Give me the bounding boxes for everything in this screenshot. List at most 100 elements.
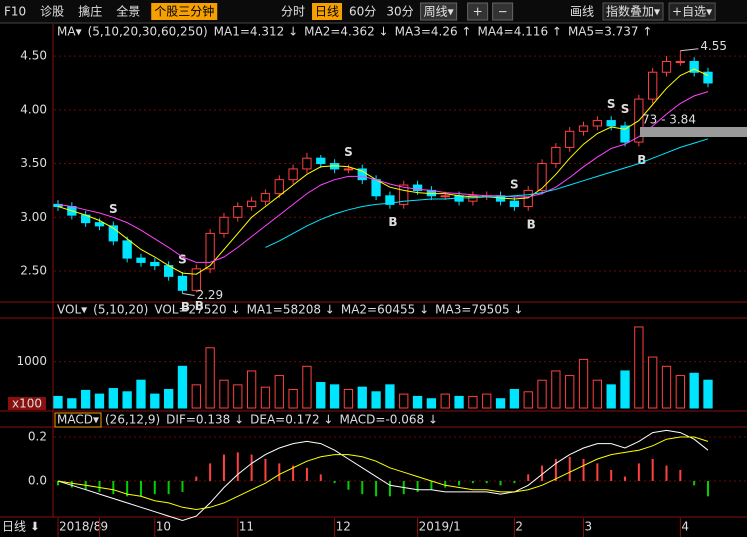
volume-bar [219, 379, 229, 409]
volume-bar [620, 370, 630, 409]
volume-bar [302, 365, 312, 409]
signal-sell: S [510, 177, 519, 191]
volume-bar [233, 384, 243, 409]
candle-body [302, 157, 312, 170]
x-tick-label: 9 [100, 520, 108, 534]
legend-entry: MA2=4.362 ↓ [304, 25, 388, 39]
x-tick-label: 2 [515, 520, 523, 534]
legend-title-box[interactable] [54, 412, 102, 428]
candle-body [177, 275, 188, 291]
volume-bar [150, 393, 160, 409]
y-tick-label: 1000 [16, 354, 47, 368]
dropdown-box[interactable] [668, 2, 716, 21]
dropdown-box[interactable] [602, 2, 664, 21]
period-active[interactable] [312, 3, 343, 20]
signal-buy: B [637, 153, 646, 167]
legend-title: MA▾ [57, 25, 82, 39]
volume-bar [606, 384, 616, 409]
volume-bar [592, 379, 603, 409]
candle-body [509, 200, 520, 208]
legend-entry: MA2=60455 ↓ [341, 303, 429, 317]
toolbar-button[interactable]: F10 [4, 5, 26, 19]
low-pointer [182, 293, 195, 297]
volume-bar [53, 395, 63, 409]
indicator-line [57, 91, 709, 263]
legend-entry: DEA=0.172 ↓ [250, 413, 333, 427]
legend-entry: MA1=4.312 ↓ [214, 25, 298, 39]
legend-params: (5,10,20) [93, 303, 148, 317]
candle-body [94, 222, 105, 227]
zoom-button[interactable]: − [498, 5, 508, 19]
legend-entry: MA1=58208 ↓ [247, 303, 335, 317]
y-tick-label: 2.50 [20, 263, 47, 277]
x-tick-label: 4 [681, 520, 689, 534]
volume-bar [136, 379, 146, 409]
x-tick-label: 12 [336, 520, 351, 534]
period-button[interactable]: 日线 [315, 5, 339, 19]
volume-bar [578, 358, 589, 409]
candle-body [288, 168, 298, 181]
volume-bar [316, 382, 326, 409]
zoom-button[interactable]: + [473, 5, 483, 19]
volume-bar [81, 389, 91, 409]
candle-body [592, 120, 603, 127]
x-tick-label: 11 [239, 520, 254, 534]
candle-body [661, 60, 672, 73]
x-tick-label: 3 [585, 520, 593, 534]
volume-bar [288, 388, 298, 409]
signal-buy: B [181, 300, 190, 314]
candle-body [136, 257, 146, 263]
high-pointer [680, 48, 699, 52]
candle-body [468, 195, 478, 202]
range-label: 73 - 3.84 [642, 113, 696, 127]
y-tick-label: 3.50 [20, 156, 47, 170]
volume-bar [661, 365, 672, 409]
volume-bar [537, 379, 547, 409]
candle-body [371, 179, 381, 197]
volume-bar [509, 388, 520, 409]
toolbar-button[interactable]: 诊股 [40, 5, 64, 19]
volume-bar [260, 386, 271, 409]
period-button[interactable]: 60分 [349, 5, 376, 19]
candle-body [219, 216, 229, 234]
candle-body [385, 195, 395, 205]
period-button[interactable]: 30分 [386, 5, 413, 19]
volume-bar [565, 375, 575, 409]
candle-body [620, 125, 630, 143]
active-tab[interactable] [151, 3, 218, 20]
period-button[interactable]: 分时 [281, 5, 305, 19]
legend-entry: MA4=4.116 ↑ [477, 25, 561, 39]
volume-bar [163, 388, 174, 409]
volume-bar [343, 388, 354, 409]
candle-body [233, 206, 243, 218]
candle-body [122, 240, 132, 259]
candle-body [246, 200, 257, 208]
candle-body [399, 184, 409, 205]
toolbar-button[interactable]: 指数叠加▾ [606, 4, 660, 19]
toolbar-button[interactable]: 擒庄 [78, 4, 102, 19]
indicator-line [57, 429, 709, 522]
dropdown-box[interactable] [420, 2, 458, 21]
y-tick-label: 0.0 [28, 473, 47, 487]
toolbar-button[interactable]: 全景 [116, 4, 140, 19]
toolbar-button[interactable]: 画线 [570, 5, 594, 19]
candle-body [260, 193, 271, 202]
legend-entry: MA3=79505 ↓ [435, 303, 523, 317]
volume-bar [357, 386, 367, 409]
legend-title: VOL▾ [57, 303, 87, 317]
volume-bar [648, 356, 658, 409]
candle-body [565, 130, 575, 148]
signal-sell: S [109, 202, 118, 216]
toolbar-button[interactable]: 个股三分钟 [154, 4, 214, 19]
zoom-box[interactable] [492, 2, 514, 21]
volume-bar [385, 384, 395, 409]
candle-body [357, 168, 367, 181]
zoom-box[interactable] [467, 2, 489, 21]
toolbar-button[interactable]: +自选▾ [672, 5, 712, 19]
legend-params: (5,10,20,30,60,250) [88, 25, 208, 39]
period-button[interactable]: 周线▾ [424, 5, 454, 19]
candle-body [537, 163, 547, 191]
volume-bar [274, 375, 284, 409]
